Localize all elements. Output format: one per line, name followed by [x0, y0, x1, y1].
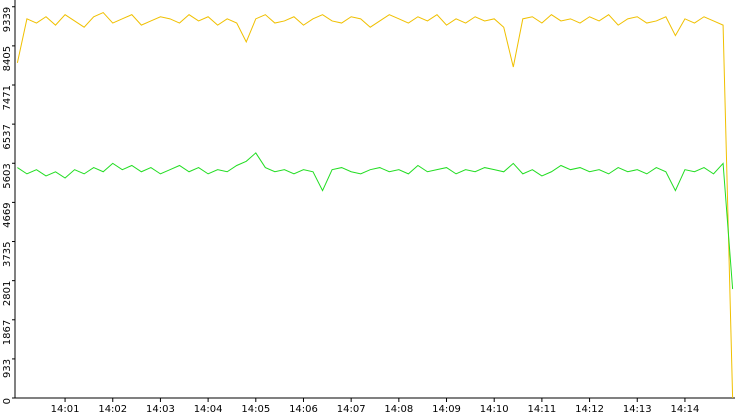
x-tick-label: 14:03 — [146, 404, 175, 415]
y-tick-label: 4669 — [2, 202, 13, 227]
x-tick-label: 14:09 — [432, 404, 461, 415]
x-tick-label: 14:12 — [575, 404, 604, 415]
x-tick-label: 14:01 — [51, 404, 80, 415]
y-tick-label: 8405 — [2, 46, 13, 71]
x-tick-label: 14:10 — [480, 404, 509, 415]
x-tick-label: 14:07 — [337, 404, 366, 415]
y-tick-label: 0 — [2, 398, 13, 404]
y-tick-label: 9339 — [2, 7, 13, 32]
y-tick-label: 2801 — [2, 281, 13, 306]
x-tick-label: 14:06 — [289, 404, 318, 415]
x-tick-label: 14:11 — [527, 404, 556, 415]
series-line — [17, 152, 734, 290]
x-tick-label: 14:05 — [241, 404, 270, 415]
y-tick-label: 7471 — [2, 85, 13, 110]
x-tick-label: 14:04 — [194, 404, 223, 415]
x-tick-label: 14:14 — [671, 404, 700, 415]
x-tick-label: 14:02 — [98, 404, 127, 415]
y-tick-label: 6537 — [2, 124, 13, 149]
y-tick-label: 1867 — [2, 320, 13, 345]
series-line — [16, 11, 734, 399]
y-tick-label: 5603 — [2, 163, 13, 188]
x-tick-label: 14:08 — [384, 404, 413, 415]
x-tick-label: 14:13 — [623, 404, 652, 415]
y-tick-label: 3735 — [2, 242, 13, 267]
y-tick-label: 933 — [2, 359, 13, 378]
